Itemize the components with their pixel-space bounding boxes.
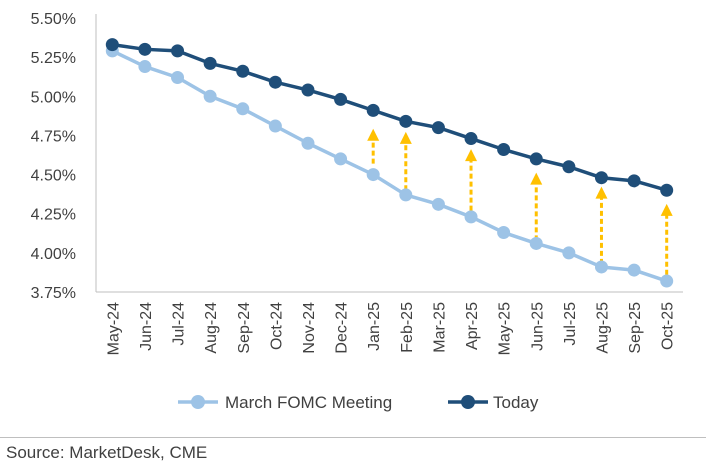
legend-swatch-marker-0 — [191, 395, 205, 409]
data-point — [334, 152, 348, 166]
annotation-arrow-head — [399, 131, 412, 144]
data-point — [366, 103, 380, 117]
y-tick-label: 3.75% — [31, 285, 76, 302]
data-point — [138, 42, 152, 56]
data-point — [366, 168, 380, 182]
data-point — [301, 136, 315, 150]
data-point — [497, 143, 511, 157]
data-point — [171, 44, 185, 58]
data-point — [562, 246, 576, 260]
x-axis-ticks: May-24 Jun-24 Jul-24 Aug-24 Sep-24 Oct-24 Nov-… — [105, 302, 676, 355]
x-tick-label: May-25 — [497, 302, 514, 355]
y-tick-label: 4.75% — [31, 128, 76, 145]
data-point — [203, 56, 217, 70]
y-tick-label: 4.50% — [31, 168, 76, 185]
x-tick-label: Mar-25 — [431, 302, 448, 353]
x-tick-label: Jun-24 — [138, 302, 155, 351]
data-point — [464, 210, 478, 224]
data-point — [138, 60, 152, 74]
x-tick-label: Aug-24 — [203, 302, 220, 354]
annotation-arrow-head — [465, 149, 478, 162]
annotation-arrow-head — [367, 128, 380, 141]
data-point — [399, 188, 413, 202]
series-0 — [105, 44, 674, 288]
axis-lines — [95, 14, 683, 293]
footer-divider — [0, 437, 706, 438]
data-point — [497, 226, 511, 240]
annotation-arrow-head — [595, 186, 608, 199]
x-tick-label: Dec-24 — [334, 302, 351, 354]
data-point — [660, 183, 674, 197]
data-point — [301, 83, 315, 97]
data-point — [268, 119, 282, 133]
data-point — [105, 38, 119, 52]
data-point — [627, 263, 641, 277]
legend-swatch-marker-1 — [461, 395, 475, 409]
data-point — [268, 75, 282, 89]
x-tick-label: Jul-24 — [171, 302, 188, 346]
legend-label-today: Today — [493, 393, 539, 412]
data-point — [431, 121, 445, 135]
data-point — [464, 132, 478, 146]
x-tick-label: Jun-25 — [529, 302, 546, 351]
data-point — [171, 70, 185, 84]
data-point — [399, 114, 413, 128]
data-point — [529, 236, 543, 250]
x-tick-label: Nov-24 — [301, 302, 318, 354]
data-point — [236, 102, 250, 116]
x-tick-label: Jan-25 — [366, 302, 383, 351]
series-lines — [105, 38, 674, 288]
data-point — [660, 274, 674, 288]
data-point — [236, 64, 250, 78]
annotation-arrow-head — [660, 203, 673, 216]
data-point — [594, 171, 608, 185]
x-tick-label: Sep-24 — [236, 302, 253, 354]
legend-label-march-fomc: March FOMC Meeting — [225, 393, 392, 412]
data-point — [203, 89, 217, 103]
y-tick-label: 5.50% — [31, 11, 76, 28]
y-tick-label: 5.00% — [31, 89, 76, 106]
source-note: Source: MarketDesk, CME — [6, 443, 208, 462]
x-tick-label: Jul-25 — [562, 302, 579, 346]
data-point — [431, 197, 445, 211]
x-tick-label: Oct-25 — [660, 302, 677, 350]
series-line — [111, 49, 668, 283]
annotation-arrow-head — [530, 172, 543, 185]
x-tick-label: Feb-25 — [399, 302, 416, 353]
y-tick-label: 4.00% — [31, 246, 76, 263]
series-line — [112, 42, 668, 192]
data-point — [627, 174, 641, 188]
data-point — [594, 260, 608, 274]
y-tick-label: 5.25% — [31, 50, 76, 67]
data-point — [529, 152, 543, 166]
x-tick-label: Oct-24 — [268, 302, 285, 350]
x-tick-label: Aug-25 — [594, 302, 611, 354]
x-tick-label: May-24 — [105, 302, 122, 355]
data-point — [562, 160, 576, 174]
x-tick-label: Apr-25 — [464, 302, 481, 350]
chart: 3.75% 4.00% 4.25% 4.50% 4.75% 5.00% 5.25% 5.50%… — [31, 11, 683, 412]
y-axis-ticks: 3.75% 4.00% 4.25% 4.50% 4.75% 5.00% 5.25% 5.50% — [31, 11, 76, 302]
series-1 — [105, 38, 674, 197]
y-tick-label: 4.25% — [31, 207, 76, 224]
data-point — [334, 92, 348, 106]
legend: March FOMC Meeting Today — [178, 393, 539, 412]
x-tick-label: Sep-25 — [627, 302, 644, 354]
annotation-arrows — [367, 128, 673, 275]
